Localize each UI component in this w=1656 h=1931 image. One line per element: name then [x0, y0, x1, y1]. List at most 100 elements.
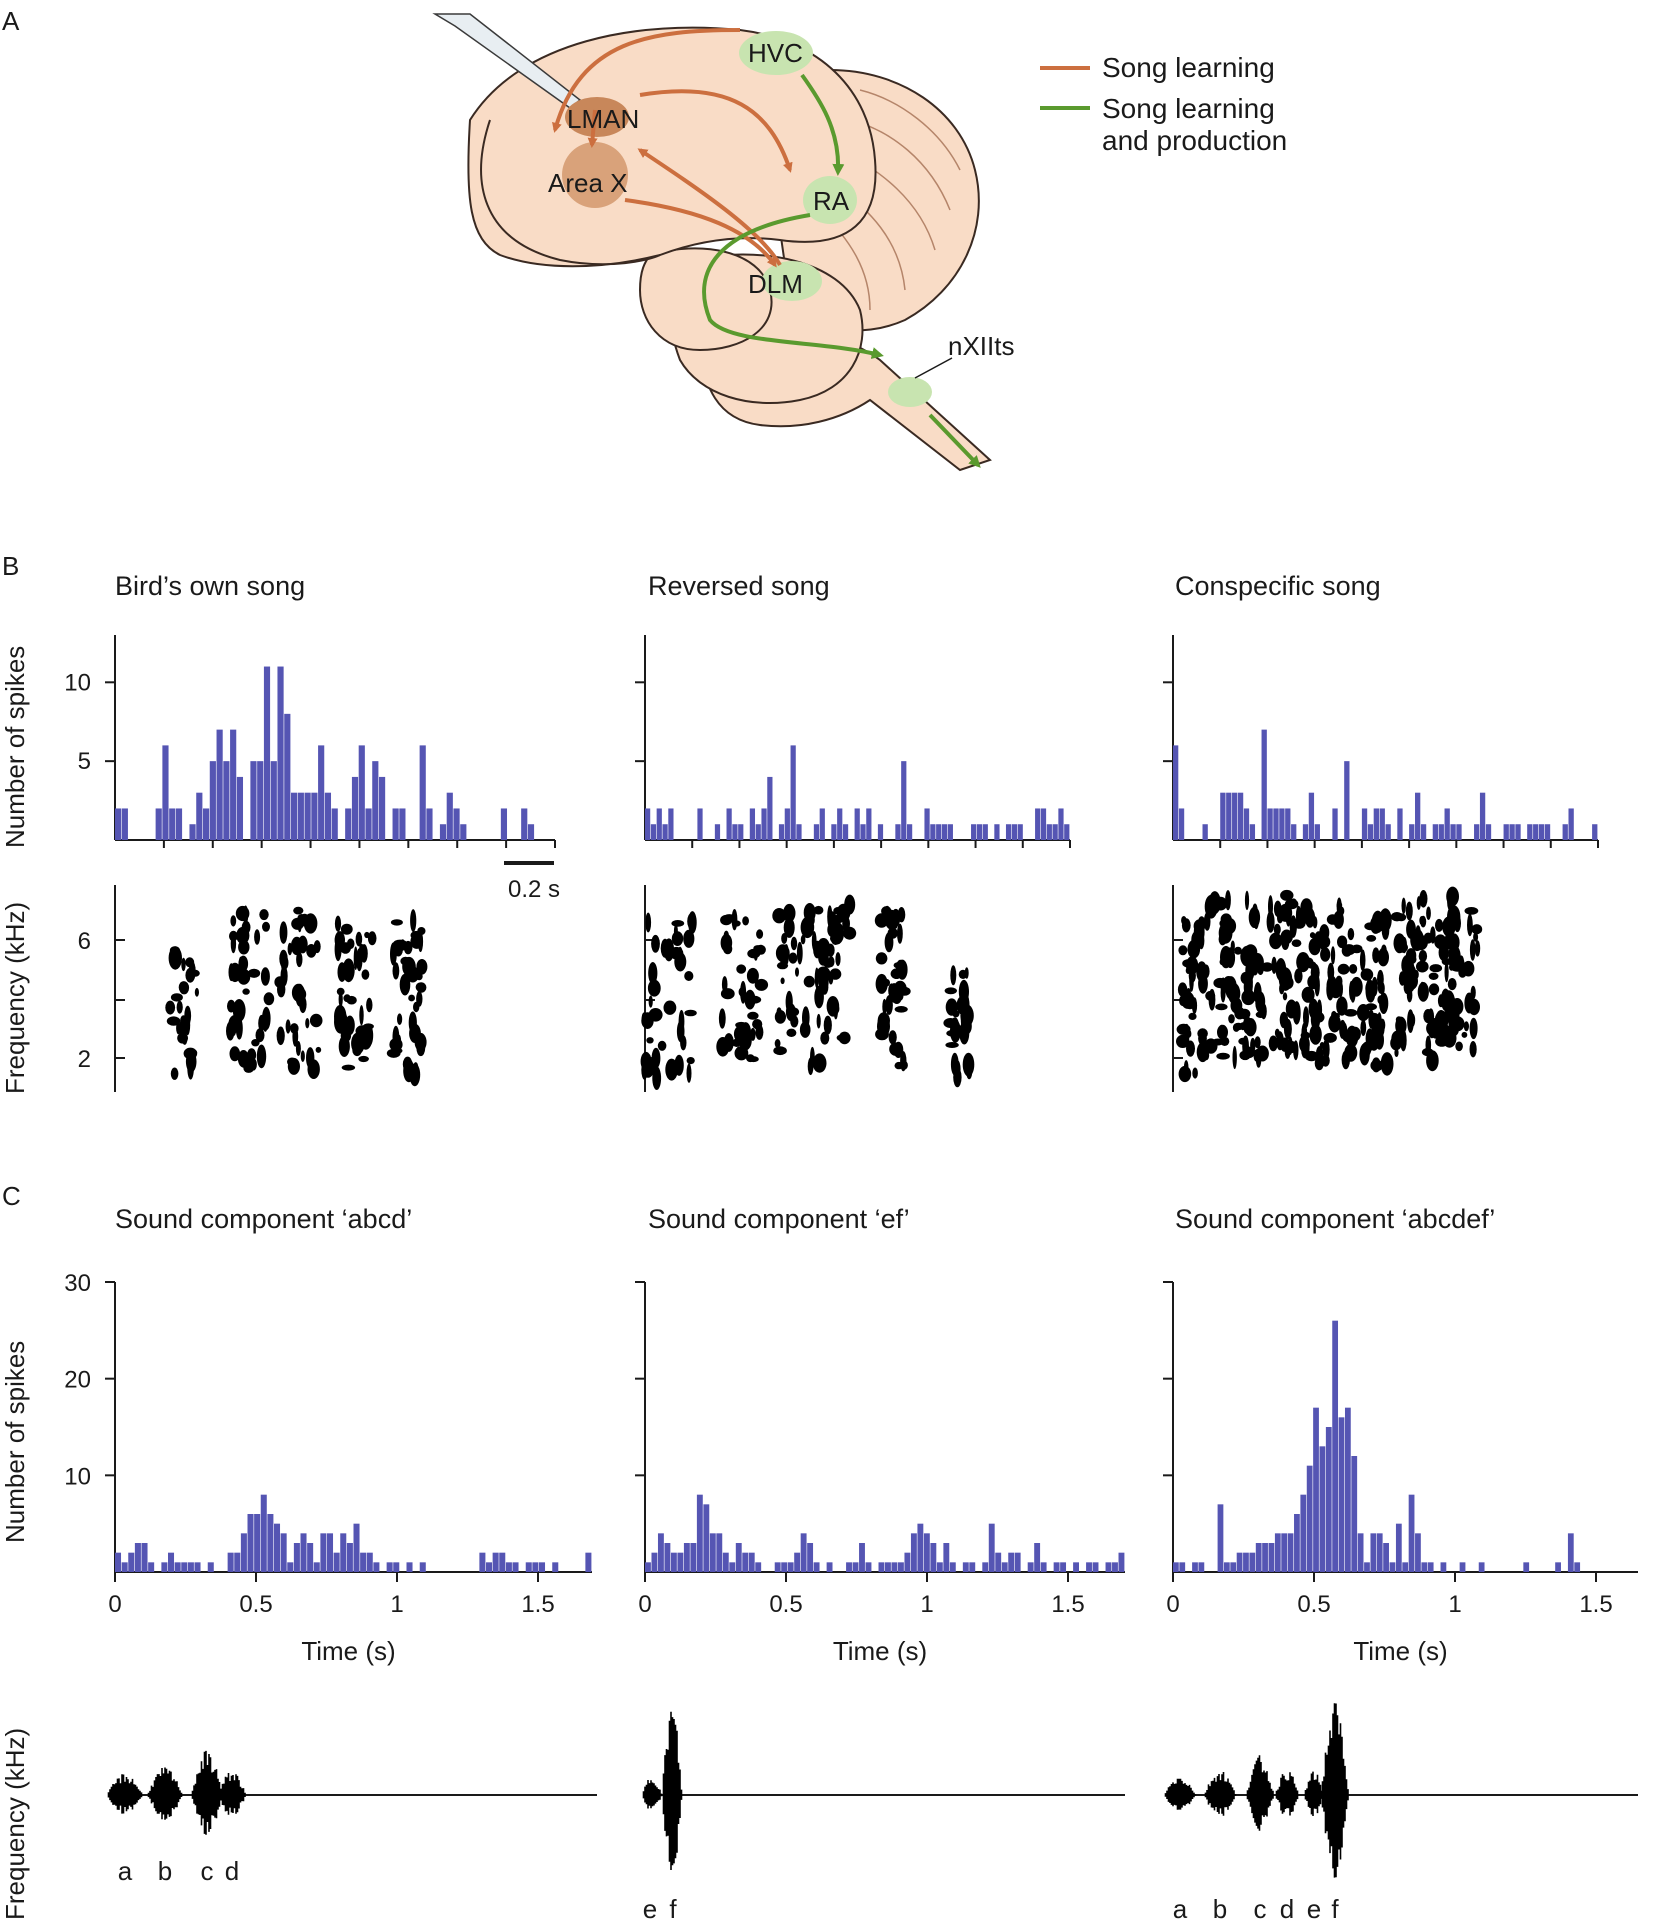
c-hist-bar	[512, 1562, 519, 1572]
spectrogram-blob	[1227, 954, 1234, 967]
spectrogram-blob	[1366, 935, 1377, 942]
spectrogram-blob	[1320, 947, 1331, 962]
c-hist-ytick-label-10: 10	[64, 1463, 91, 1490]
spectrogram-blob	[1337, 935, 1348, 949]
spectrogram-blob	[1326, 914, 1339, 925]
spectrogram-blob	[399, 973, 411, 996]
spectrogram-blob	[1270, 932, 1282, 948]
spectrogram-blob	[1178, 945, 1188, 956]
b-hist-bar	[257, 761, 264, 840]
spectrogram-blob	[733, 1025, 748, 1043]
spectrogram-blob	[1276, 1031, 1284, 1051]
b-hist-bar	[1503, 824, 1509, 840]
spectrogram-blob	[776, 961, 789, 970]
spectrogram-blob	[169, 946, 180, 954]
spectrogram-blob	[1223, 918, 1237, 934]
spectrogram-blob	[1360, 1019, 1367, 1036]
spectrogram-blob	[1405, 901, 1413, 921]
spectrogram-blob	[1314, 974, 1320, 997]
c-title-3: Sound component ‘abcdef’	[1175, 1204, 1495, 1234]
c-hist-bar	[897, 1562, 904, 1572]
spectrogram-blob	[185, 1015, 191, 1036]
c-hist-bar	[1427, 1562, 1434, 1572]
spectrogram-blob	[1277, 912, 1283, 924]
spectrogram-blob	[392, 962, 400, 980]
spectrogram-blob	[170, 993, 183, 1002]
spectrogram-blob	[1455, 1041, 1463, 1052]
spectrogram-blob	[1261, 962, 1274, 972]
b-hist-bar	[895, 824, 901, 840]
spectrogram-blob	[953, 1032, 960, 1039]
b-title-2: Reversed song	[648, 571, 830, 601]
c-hist-bar	[748, 1552, 755, 1572]
c-hist-bar	[1294, 1514, 1300, 1572]
c-hist-bar	[1179, 1562, 1186, 1572]
b-hist-bar	[1261, 729, 1267, 840]
spectrogram-blob	[408, 994, 415, 1002]
b-hist-bar	[500, 808, 508, 840]
spectrogram-blob	[410, 933, 424, 949]
b-hist-bar	[115, 808, 122, 840]
c-hist-bar	[826, 1562, 833, 1572]
c-hist-bar	[1567, 1533, 1574, 1572]
spectrogram-blob	[954, 1060, 961, 1079]
c-hist-bar	[532, 1562, 539, 1572]
spectrogram-blob	[1398, 971, 1406, 986]
spectrogram-blob	[1375, 1030, 1384, 1050]
spectrogram-blob	[1469, 1041, 1477, 1058]
c-hist-bar	[1300, 1494, 1307, 1572]
c-hist-bar	[479, 1552, 486, 1572]
c-hist-bar	[755, 1562, 762, 1572]
spectrogram-blob	[1418, 950, 1428, 963]
spectrogram-blob	[1404, 979, 1415, 993]
b-hist-bar	[250, 761, 257, 840]
b-hist-bar	[749, 808, 756, 840]
spectrogram-blob	[1294, 968, 1303, 984]
spectrogram-blob	[276, 1026, 285, 1046]
spectrogram-blob	[1188, 1012, 1197, 1021]
b-hist-bar	[1243, 808, 1250, 840]
c-hist-xtick-label: 1.5	[521, 1591, 554, 1618]
spectrogram-blob	[1291, 939, 1302, 947]
spectrogram-blob	[874, 913, 889, 928]
b-hist-bar	[311, 792, 318, 840]
b-hist-bar	[1291, 824, 1297, 840]
b-hist-ytick-label-10: 10	[64, 669, 91, 696]
spectrogram-blob	[673, 923, 678, 941]
spectrogram-blob	[1202, 964, 1210, 979]
spectrogram-blob	[1406, 919, 1416, 939]
c-hist-bar	[1092, 1562, 1099, 1572]
b-hist-bar	[1592, 824, 1598, 840]
spectrogram-blob	[888, 1030, 897, 1045]
spectrogram-blob	[742, 916, 749, 926]
spectrogram-blob	[783, 944, 789, 966]
spectrogram-blob	[1219, 1024, 1224, 1035]
spectrogram-blob	[1250, 953, 1264, 972]
b-hist-bar	[767, 776, 773, 840]
spectrogram-blob	[756, 929, 764, 939]
b-hist-bar	[236, 776, 244, 840]
c-hist-bar	[917, 1523, 924, 1572]
c-hist-bar	[300, 1533, 307, 1572]
c-hist-bar	[1118, 1552, 1125, 1572]
spectrogram-blob	[263, 992, 275, 1006]
b-hist-bar	[1415, 792, 1421, 840]
spectrogram-blob	[1395, 1016, 1402, 1024]
spectrogram-blob	[352, 1044, 362, 1057]
spectrogram-blob	[390, 919, 403, 926]
c-hist-bar	[1357, 1533, 1364, 1572]
spectrogram-blob	[1301, 986, 1315, 1003]
b-hist-bar	[270, 761, 277, 840]
b-hist-bar	[1285, 808, 1291, 840]
c-hist-bar	[1034, 1543, 1041, 1572]
c-hist-bar	[128, 1552, 135, 1572]
c-hist-xtick-label: 1.5	[1051, 1591, 1084, 1618]
c-hist-bar	[1574, 1562, 1581, 1572]
b-hist-bar	[837, 808, 843, 840]
spectrogram-blob	[1287, 1036, 1293, 1056]
b-hist-bar	[901, 761, 907, 840]
c-hist-bar	[1274, 1533, 1281, 1572]
b-hist-bar	[1220, 792, 1226, 840]
c-hist-bar	[1376, 1533, 1383, 1572]
c-hist-bar	[995, 1552, 1002, 1572]
